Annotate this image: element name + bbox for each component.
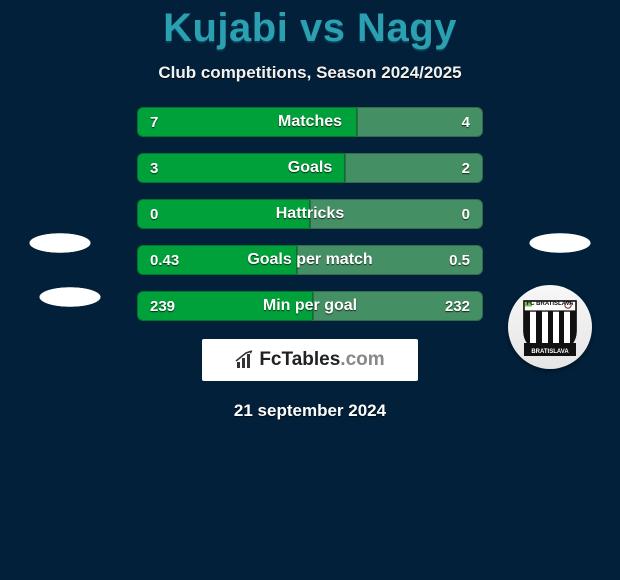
stat-row: 32Goals [137, 153, 483, 183]
stat-right-value: 4 [462, 114, 470, 131]
stat-bar-left: 7 [137, 107, 357, 137]
club2-bottom-label: BRATISLAVA [522, 349, 578, 355]
stat-bar-right: 232 [313, 291, 483, 321]
stat-left-value: 7 [150, 114, 158, 131]
player2-avatar [510, 201, 610, 285]
stat-left-value: 3 [150, 160, 158, 177]
brand-text: FcTables.com [259, 349, 384, 371]
stat-left-value: 0.43 [150, 252, 179, 269]
stat-row: 74Matches [137, 107, 483, 137]
stat-bar-left: 239 [137, 291, 313, 321]
page-title: Kujabi vs Nagy [0, 6, 620, 51]
brand-name: FcTables [259, 349, 340, 370]
stats-block: FC BRATISLAVA BRATISLAVA 74Matches32Goal… [0, 107, 620, 321]
stat-right-value: 0.5 [449, 252, 470, 269]
player2-club-logo: FC BRATISLAVA BRATISLAVA [500, 285, 600, 369]
date-label: 21 september 2024 [0, 401, 620, 421]
brand-chart-icon [235, 350, 255, 370]
brand-box[interactable]: FcTables.com [202, 339, 418, 381]
stat-row: 239232Min per goal [137, 291, 483, 321]
stat-bar-left: 0.43 [137, 245, 297, 275]
stat-row: 00Hattricks [137, 199, 483, 229]
stat-row: 0.430.5Goals per match [137, 245, 483, 275]
stat-bar-right: 0 [310, 199, 483, 229]
brand-tld: .com [340, 349, 384, 370]
club2-top-label: FC BRATISLAVA [522, 301, 578, 307]
stat-bar-left: 0 [137, 199, 310, 229]
stat-right-value: 0 [462, 206, 470, 223]
player1-club-logo [20, 255, 120, 339]
stat-bar-right: 4 [357, 107, 483, 137]
stat-bar-right: 2 [345, 153, 483, 183]
page-subtitle: Club competitions, Season 2024/2025 [0, 63, 620, 83]
stat-right-value: 2 [462, 160, 470, 177]
stat-bar-right: 0.5 [297, 245, 483, 275]
stat-left-value: 239 [150, 298, 175, 315]
stat-right-value: 232 [445, 298, 470, 315]
stat-left-value: 0 [150, 206, 158, 223]
shield-icon: FC BRATISLAVA BRATISLAVA [522, 297, 578, 357]
stat-bar-left: 3 [137, 153, 345, 183]
